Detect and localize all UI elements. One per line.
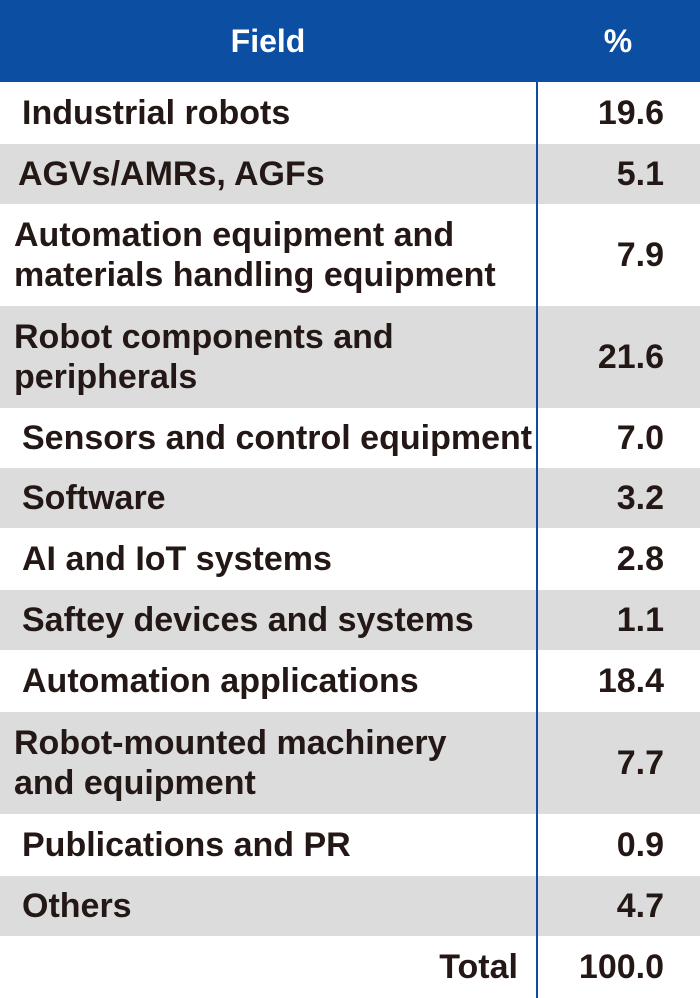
row-field: AGVs/AMRs, AGFs (18, 155, 325, 193)
table-row: Others 4.7 (0, 876, 700, 936)
row-percent: 7.0 (616, 418, 664, 457)
table-row: Automation applications 18.4 (0, 650, 700, 712)
row-percent: 21.6 (597, 337, 664, 376)
row-percent: 7.9 (616, 235, 664, 274)
row-field: Saftey devices and systems (22, 601, 474, 639)
row-percent: 0.9 (616, 825, 664, 864)
row-field: Software (22, 479, 166, 517)
table-row: Sensors and control equipment 7.0 (0, 408, 700, 468)
row-field: Publications and PR (22, 826, 351, 864)
row-field: AI and IoT systems (22, 540, 332, 578)
total-row: Total 100.0 (0, 936, 700, 998)
header-percent: % (603, 22, 633, 59)
table-row: Industrial robots 19.6 (0, 82, 700, 144)
row-field: Robot components and peripherals (14, 318, 394, 396)
table-row: Automation equipment and materials handl… (0, 204, 700, 306)
row-percent: 4.7 (616, 886, 664, 925)
row-percent: 7.7 (616, 743, 664, 782)
row-percent: 5.1 (616, 154, 664, 193)
table-row: AGVs/AMRs, AGFs 5.1 (0, 144, 700, 204)
row-percent: 3.2 (616, 478, 664, 517)
row-percent: 18.4 (597, 661, 664, 700)
row-field: Robot-mounted machinery and equipment (14, 724, 447, 802)
row-percent: 1.1 (616, 600, 664, 639)
table-row: Robot-mounted machinery and equipment 7.… (0, 712, 700, 814)
header-field: Field (230, 23, 306, 59)
table-header: Field % (0, 0, 700, 82)
table-row: Robot components and peripherals 21.6 (0, 306, 700, 408)
total-label: Total (439, 948, 518, 986)
row-percent: 19.6 (597, 93, 664, 132)
row-percent: 2.8 (616, 539, 664, 578)
row-field: Automation equipment and materials handl… (14, 216, 496, 294)
row-field: Industrial robots (22, 94, 291, 132)
column-divider (536, 0, 538, 998)
row-field: Automation applications (22, 662, 419, 700)
row-field: Sensors and control equipment (22, 419, 533, 457)
row-field: Others (22, 887, 132, 925)
table-row: AI and IoT systems 2.8 (0, 528, 700, 590)
total-percent: 100.0 (578, 947, 664, 986)
table-row: Publications and PR 0.9 (0, 814, 700, 876)
table-row: Software 3.2 (0, 468, 700, 528)
table-row: Saftey devices and systems 1.1 (0, 590, 700, 650)
